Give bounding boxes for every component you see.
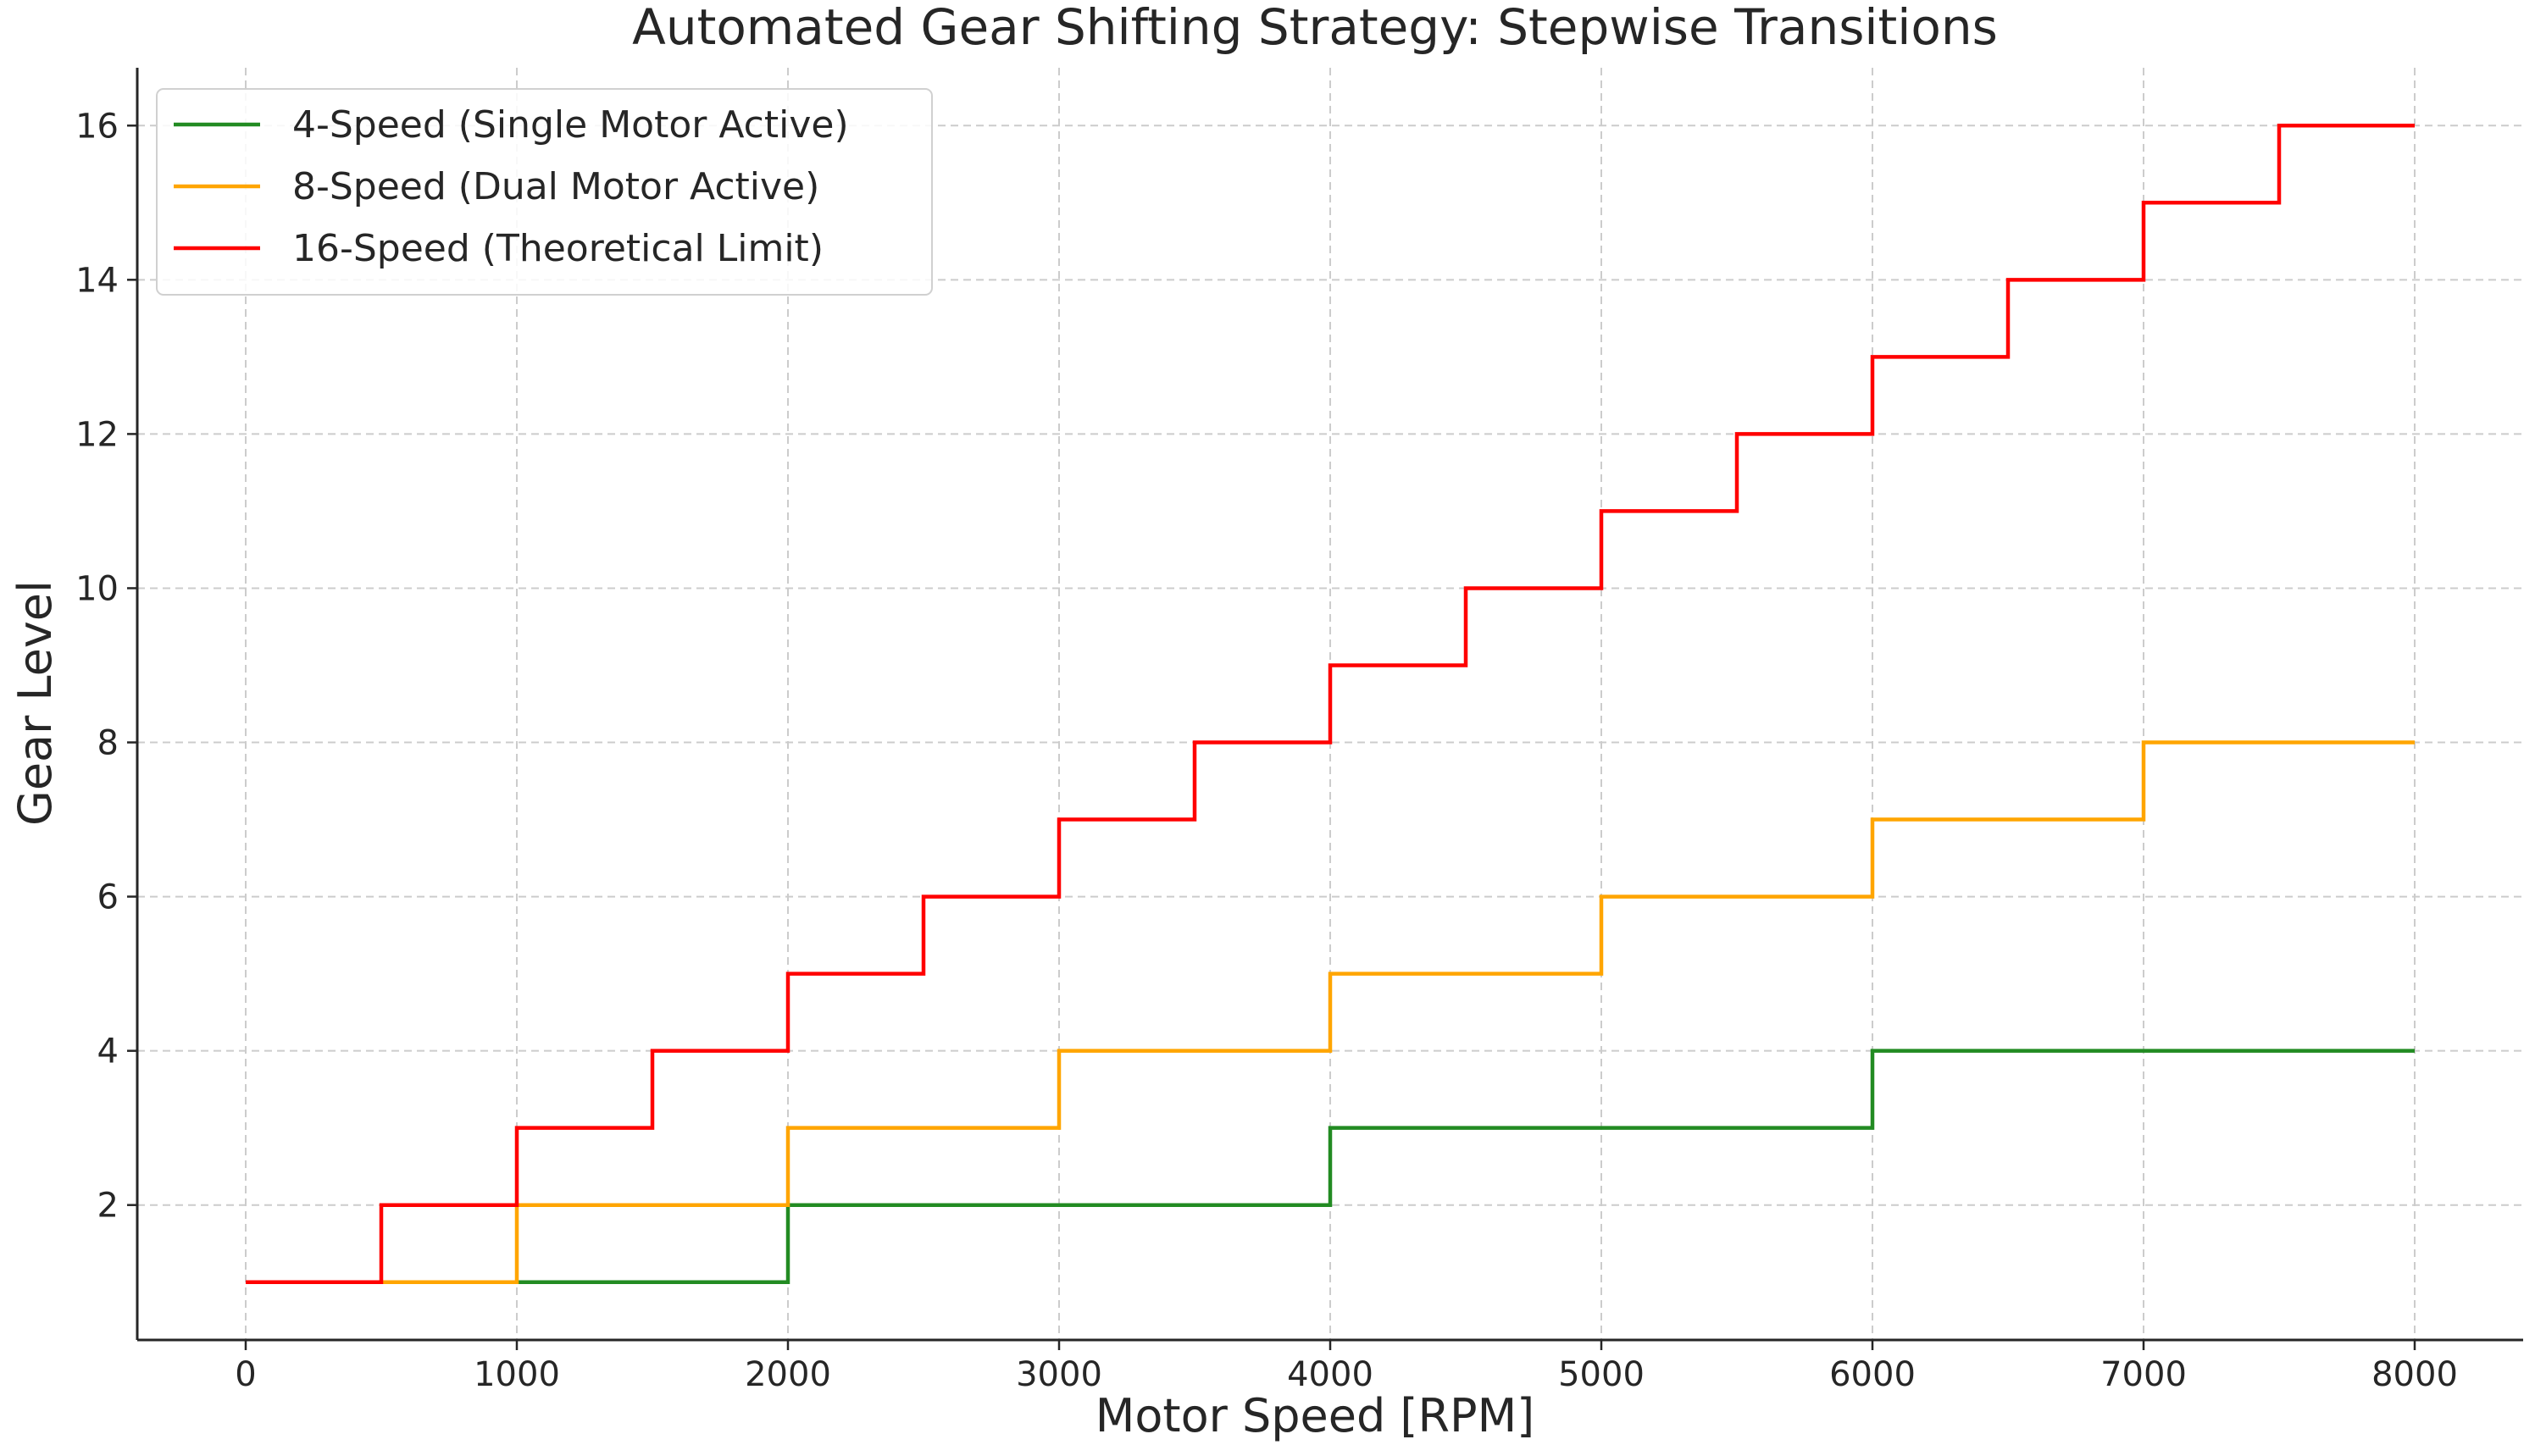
data-point xyxy=(2005,277,2011,282)
chart-title: Automated Gear Shifting Strategy: Stepwi… xyxy=(632,0,1998,56)
data-point xyxy=(785,972,790,977)
y-tick-label: 4 xyxy=(97,1032,119,1071)
data-point xyxy=(2277,123,2282,128)
series-line-1 xyxy=(517,1049,2415,1284)
data-point xyxy=(1599,508,1604,513)
data-point xyxy=(1057,817,1062,822)
y-tick-label: 6 xyxy=(97,878,119,917)
x-tick-label: 6000 xyxy=(1829,1355,1916,1394)
data-point xyxy=(1192,740,1197,745)
x-tick-label: 4000 xyxy=(1287,1355,1373,1394)
data-point xyxy=(1734,431,1739,436)
x-tick-label: 1000 xyxy=(474,1355,560,1394)
data-point xyxy=(514,1126,519,1131)
data-point xyxy=(243,1280,248,1285)
y-tick-label: 14 xyxy=(75,261,119,300)
data-point xyxy=(1870,1049,1875,1054)
x-tick-label: 8000 xyxy=(2371,1355,2458,1394)
data-point xyxy=(2412,1049,2417,1054)
series-line-3 xyxy=(246,124,2415,1284)
data-point xyxy=(1328,662,1333,667)
legend-label: 16-Speed (Theoretical Limit) xyxy=(292,227,824,270)
data-point xyxy=(1599,894,1604,900)
data-point xyxy=(1328,972,1333,977)
x-tick-label: 2000 xyxy=(745,1355,831,1394)
data-point xyxy=(1870,817,1875,822)
data-point xyxy=(650,1049,655,1054)
legend-label: 8-Speed (Dual Motor Active) xyxy=(292,165,819,208)
y-tick-label: 8 xyxy=(97,724,119,763)
data-point xyxy=(1328,1126,1333,1131)
series-line-2 xyxy=(381,740,2415,1284)
y-tick-label: 12 xyxy=(75,415,119,454)
data-point xyxy=(785,1126,790,1131)
legend: 4-Speed (Single Motor Active) 8-Speed (Du… xyxy=(156,88,933,296)
legend-box xyxy=(156,88,933,296)
y-tick-label: 10 xyxy=(75,569,119,608)
data-point xyxy=(379,1203,384,1208)
y-tick-label: 2 xyxy=(97,1187,119,1226)
data-point xyxy=(1463,585,1468,590)
x-tick-label: 7000 xyxy=(2100,1355,2187,1394)
axes: 0 1000 2000 3000 4000 5000 6000 7000 8000 2 4 6 8 10 1… xyxy=(75,68,2523,1394)
y-axis-label: Gear Level xyxy=(8,580,62,826)
data-point xyxy=(2141,740,2146,745)
data-point xyxy=(2141,200,2146,205)
data-point xyxy=(2412,740,2417,745)
data-point xyxy=(2412,123,2417,128)
x-axis-label: Motor Speed [RPM] xyxy=(1096,1389,1534,1442)
data-point xyxy=(921,894,926,900)
legend-label: 4-Speed (Single Motor Active) xyxy=(292,103,849,147)
data-point xyxy=(1057,1049,1062,1054)
plot-area xyxy=(243,123,2417,1285)
x-tick-label: 3000 xyxy=(1016,1355,1102,1394)
x-tick-label: 0 xyxy=(235,1355,256,1394)
y-tick-label: 16 xyxy=(75,107,119,146)
x-tick-label: 5000 xyxy=(1558,1355,1645,1394)
data-point xyxy=(1870,354,1875,359)
